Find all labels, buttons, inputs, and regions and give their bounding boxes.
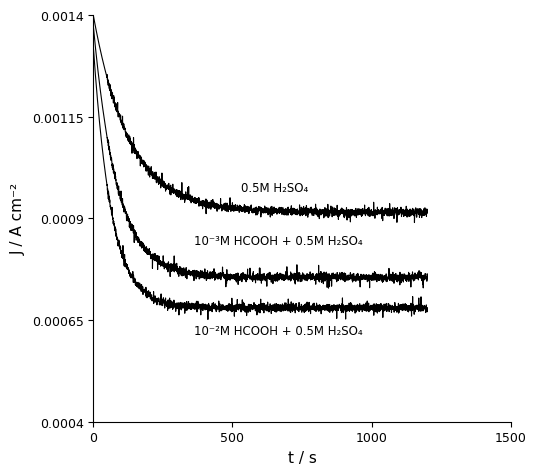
X-axis label: t / s: t / s: [288, 450, 316, 465]
Text: 0.5M H₂SO₄: 0.5M H₂SO₄: [241, 182, 308, 195]
Y-axis label: J / A cm⁻²: J / A cm⁻²: [11, 183, 26, 255]
Text: 10⁻³M HCOOH + 0.5M H₂SO₄: 10⁻³M HCOOH + 0.5M H₂SO₄: [194, 235, 362, 248]
Text: 10⁻²M HCOOH + 0.5M H₂SO₄: 10⁻²M HCOOH + 0.5M H₂SO₄: [194, 324, 362, 337]
